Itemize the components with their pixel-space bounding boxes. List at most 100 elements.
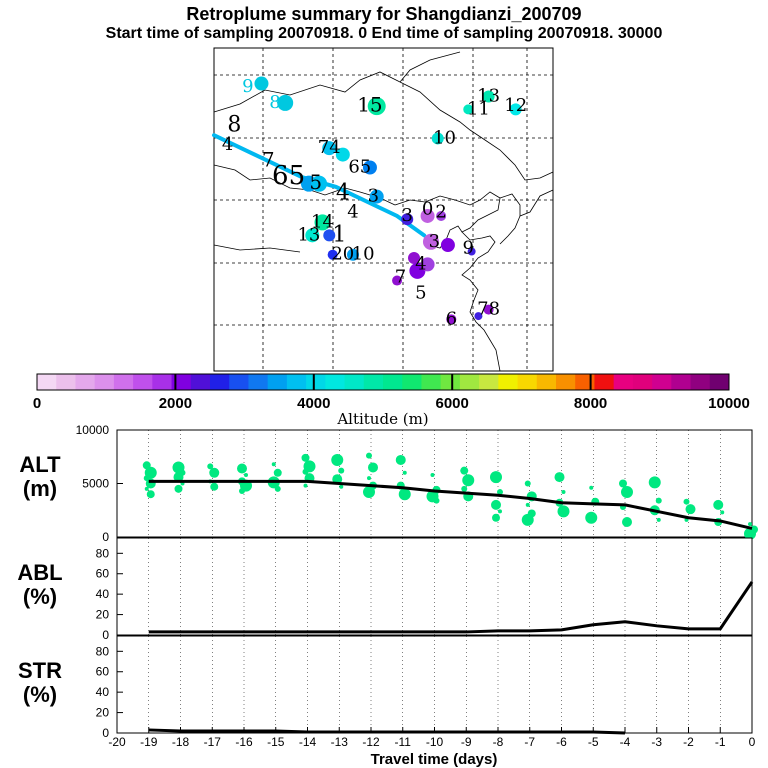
altitude-scatter-point: [561, 490, 566, 495]
altitude-scatter-point: [557, 505, 570, 518]
map-day-label: 9: [242, 76, 253, 97]
colorbar-frame: [36, 373, 730, 391]
altitude-scatter-point: [622, 517, 632, 528]
x-tick-label: -17: [204, 735, 222, 749]
altitude-scatter-point: [619, 479, 627, 488]
altitude-scatter-point: [367, 476, 371, 481]
map-day-label: 78: [477, 299, 500, 320]
altitude-scatter-point: [209, 467, 220, 478]
map-cluster-dot: [362, 160, 377, 175]
map-cluster-dot: [277, 94, 294, 111]
map-day-label: 3: [368, 186, 379, 207]
panel-label-name: STR: [18, 658, 62, 683]
map-day-label: 7: [262, 148, 275, 172]
colorbar-segment: [190, 374, 211, 390]
altitude-scatter-point: [430, 472, 435, 477]
altitude-scatter-point: [648, 476, 661, 489]
colorbar-segment: [210, 374, 230, 390]
altitude-scatter-point: [585, 511, 598, 524]
altitude-scatter-point: [492, 513, 500, 522]
colorbar-segment: [652, 374, 672, 390]
map-day-label: 4: [347, 202, 358, 223]
map-cluster-dot: [335, 147, 350, 162]
colorbar-segment: [267, 374, 288, 390]
altitude-scatter-point: [525, 502, 530, 507]
altitude-scatter-point: [146, 490, 155, 499]
map-day-label: 5: [309, 170, 322, 194]
y-tick-label: 20: [96, 608, 110, 622]
x-axis: -20 -19 -18 -17 -16 -15 -14 -13 -12 -11 -10 -9 -8 -7-…: [108, 727, 756, 768]
map-cluster-dot: [509, 103, 522, 116]
map-day-label: 4: [336, 180, 350, 205]
x-tick-label: -5: [588, 735, 599, 749]
altitude-scatter-point: [273, 468, 282, 477]
colorbar-segment: [594, 374, 615, 390]
map-cluster-dot: [401, 213, 414, 226]
map-cluster-dot: [463, 104, 474, 115]
map-day-label: 9: [463, 237, 474, 258]
series-line: [148, 479, 753, 530]
altitude-scatter-point: [244, 472, 248, 477]
y-tick-label: 0: [102, 628, 109, 642]
altitude-scatter-point: [144, 486, 149, 491]
map-day-label: 3: [429, 231, 440, 252]
colorbar-tick-label: 4000: [297, 395, 330, 412]
panel-str: 80 60 40 20 0 STR(%): [18, 635, 753, 740]
altitude-scatter-point: [621, 486, 633, 499]
altitude-scatter-point: [491, 499, 501, 510]
altitude-scatter-point: [490, 471, 502, 484]
colorbar-segment: [459, 374, 480, 390]
colorbar-tick-label: 10000: [708, 395, 750, 412]
colorbar-segment: [402, 374, 422, 390]
altitude-scatter-point: [398, 488, 411, 501]
y-tick-label: 80: [96, 644, 110, 658]
x-tick-label: -10: [426, 735, 444, 749]
y-tick-label: 5000: [82, 477, 109, 491]
altitude-scatter-point: [497, 489, 503, 496]
map-day-label: 65: [272, 161, 305, 191]
colorbar-tick-label: 0: [33, 395, 41, 412]
y-tick-label: 40: [96, 685, 110, 699]
panel-label-unit: (m): [23, 476, 57, 501]
x-tick-label: -19: [140, 735, 158, 749]
altitude-scatter-point: [395, 454, 406, 465]
altitude-scatter-point: [462, 474, 475, 487]
altitude-scatter-point: [402, 470, 407, 475]
altitude-scatter-point: [173, 472, 184, 483]
map-day-label: 4: [222, 134, 233, 155]
y-tick-label: 60: [96, 665, 110, 679]
altitude-scatter-point: [748, 522, 752, 527]
altitude-scatter-point: [174, 484, 183, 493]
panel-label-name: ABL: [17, 560, 62, 585]
map-day-label: 11: [467, 98, 490, 119]
map-cluster-dot: [440, 238, 455, 253]
x-tick-label: -12: [362, 735, 380, 749]
map-cluster-dot: [436, 210, 447, 221]
map-cluster-dot: [323, 229, 336, 242]
map-day-label: 14: [311, 211, 334, 232]
colorbar-segment: [440, 374, 461, 390]
map-day-label: 5: [415, 282, 426, 303]
colorbar-segment: [671, 374, 692, 390]
altitude-scatter-point: [460, 466, 469, 475]
map-day-label: 13: [297, 224, 320, 245]
map-day-label: 15: [357, 93, 382, 117]
panel-abl: 80 60 40 20 0 ABL(%): [17, 537, 754, 642]
altitude-scatter-point: [744, 527, 756, 540]
map-cluster-dot: [327, 249, 338, 260]
x-axis-title: Travel time (days): [371, 751, 498, 768]
map-cluster-dot: [346, 248, 359, 261]
altitude-colorbar: 0 2000 4000 6000 8000 10000 Altitude (m): [33, 373, 750, 428]
altitude-scatter-point: [656, 517, 661, 522]
map-day-label: 0: [422, 199, 433, 220]
altitude-scatter-point: [302, 468, 309, 475]
x-tick-label: -6: [556, 735, 567, 749]
y-tick-label: 40: [96, 587, 110, 601]
y-tick-label: 0: [102, 726, 109, 740]
y-tick-label: 60: [96, 567, 110, 581]
colorbar-tick-label: 6000: [436, 395, 469, 412]
colorbar-segment: [383, 374, 403, 390]
colorbar-segment: [498, 374, 519, 390]
